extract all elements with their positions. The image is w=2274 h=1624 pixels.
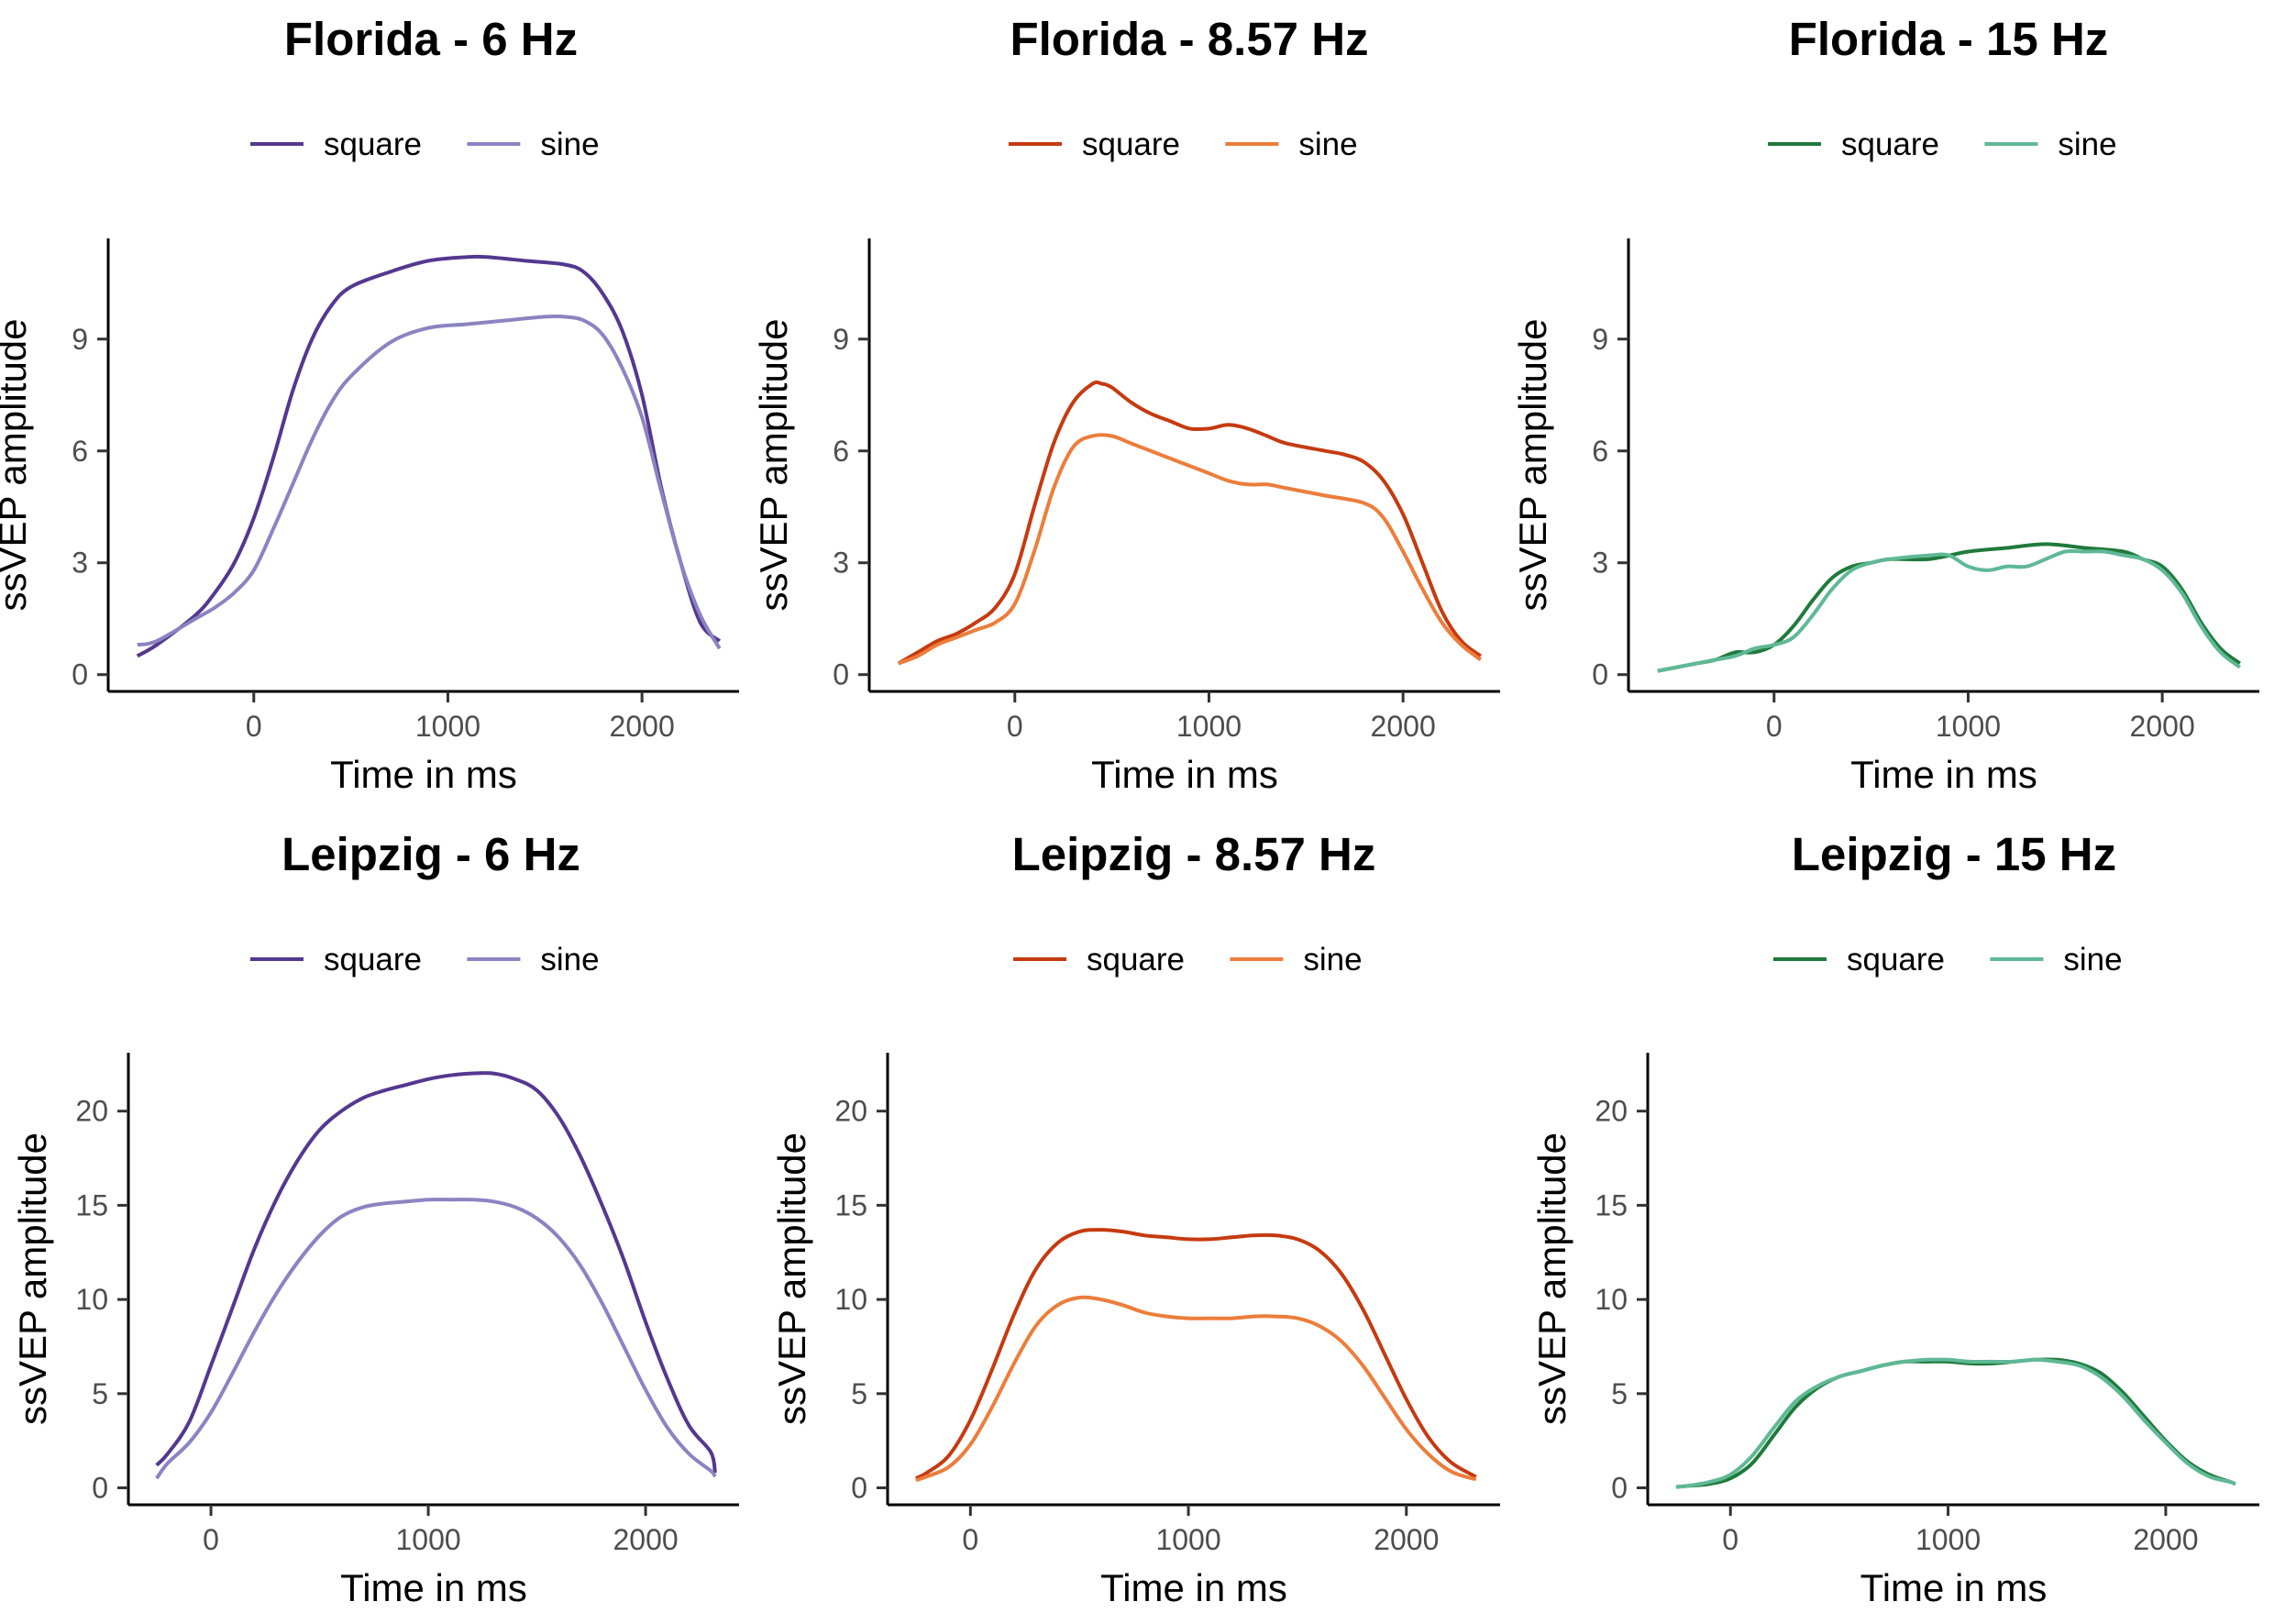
y-tick-label: 0 [851, 1472, 867, 1505]
series-line-sine [915, 1295, 1477, 1483]
y-tick-label: 15 [834, 1188, 867, 1221]
x-axis-title: Time in ms [340, 1566, 527, 1609]
panel-3: Florida - 15 Hz square sine 0 1000 2000 0 3 6 9 Ti… [1511, 13, 2259, 796]
panel-title: Leipzig - 15 Hz [1792, 828, 2116, 880]
panel-2: Florida - 8.57 Hz square sine 0 1000 2000 0 3 6 9… [752, 13, 1500, 796]
legend: square sine [250, 942, 600, 978]
x-axis-title: Time in ms [1850, 753, 2037, 796]
x-tick-label: 0 [962, 1523, 978, 1556]
y-axis-title: ssVEP amplitude [11, 1132, 54, 1425]
legend: square sine [1768, 127, 2117, 162]
legend: square sine [1013, 942, 1363, 978]
series-line-square [155, 1071, 717, 1474]
y-tick-label: 20 [1595, 1095, 1628, 1128]
y-tick-label: 20 [75, 1095, 108, 1128]
legend-label-sine: sine [540, 942, 599, 978]
y-tick-label: 3 [72, 547, 88, 580]
y-tick-label: 9 [1592, 323, 1608, 356]
legend-label-sine: sine [2063, 942, 2122, 978]
y-tick-label: 6 [833, 435, 849, 468]
y-axis-title: ssVEP amplitude [752, 318, 795, 611]
y-tick-label: 3 [1592, 547, 1608, 580]
x-tick-label: 2000 [1371, 710, 1436, 743]
y-tick-label: 20 [834, 1095, 867, 1128]
legend-label-square: square [1082, 127, 1180, 162]
y-tick-label: 0 [1611, 1472, 1628, 1505]
series-line-square [136, 254, 722, 658]
panel-4: Leipzig - 6 Hz square sine 0 1000 2000 0 5 10 15 2… [11, 828, 739, 1609]
series-line-sine [137, 314, 722, 650]
x-tick-label: 1000 [395, 1523, 460, 1556]
panel-1: Florida - 6 Hz square sine 0 1000 2000 0 3 6 9 Tim… [0, 13, 739, 796]
x-tick-label: 2000 [610, 710, 675, 743]
legend: square sine [1773, 942, 2123, 978]
series-line-square [1675, 1357, 2236, 1489]
series-line-sine [1657, 548, 2242, 673]
x-tick-label: 0 [246, 710, 262, 743]
legend: square sine [1009, 127, 1358, 162]
x-tick-label: 0 [203, 1523, 219, 1556]
y-tick-label: 15 [1595, 1188, 1628, 1221]
x-tick-label: 0 [1766, 710, 1783, 743]
legend-label-square: square [1847, 942, 1945, 978]
y-tick-label: 10 [834, 1283, 867, 1316]
legend-label-sine: sine [2058, 127, 2116, 162]
panel-6: Leipzig - 15 Hz square sine 0 1000 2000 0 5 10 15… [1530, 828, 2259, 1609]
legend-label-square: square [324, 127, 422, 162]
panel-title: Florida - 6 Hz [284, 13, 578, 65]
x-tick-label: 0 [1722, 1523, 1739, 1556]
y-axis-title: ssVEP amplitude [0, 318, 34, 611]
panel-title: Leipzig - 6 Hz [281, 828, 580, 880]
legend-label-square: square [324, 942, 422, 978]
series-line-square [915, 1228, 1477, 1481]
panel-5: Leipzig - 8.57 Hz square sine 0 1000 2000 0 5 10… [770, 828, 1500, 1609]
legend-label-sine: sine [1298, 127, 1357, 162]
legend-label-sine: sine [540, 127, 599, 162]
series-line-square [897, 380, 1483, 666]
y-tick-label: 9 [833, 323, 849, 356]
legend-label-sine: sine [1303, 942, 1362, 978]
x-tick-label: 0 [1007, 710, 1023, 743]
legend: square sine [250, 127, 600, 162]
y-tick-label: 0 [833, 658, 849, 691]
panel-title: Florida - 8.57 Hz [1010, 13, 1368, 65]
series-line-sine [155, 1198, 717, 1480]
series-line-sine [898, 433, 1483, 666]
panel-title: Florida - 15 Hz [1789, 13, 2109, 65]
y-tick-label: 0 [92, 1472, 108, 1505]
y-tick-label: 5 [851, 1377, 867, 1410]
legend-label-square: square [1087, 942, 1185, 978]
x-axis-title: Time in ms [1100, 1566, 1287, 1609]
x-tick-label: 2000 [2133, 1523, 2198, 1556]
x-axis-title: Time in ms [1091, 753, 1278, 796]
x-tick-label: 1000 [1936, 710, 2001, 743]
x-tick-label: 1000 [1155, 1523, 1220, 1556]
y-tick-label: 10 [75, 1283, 108, 1316]
x-tick-label: 1000 [1915, 1523, 1981, 1556]
y-tick-label: 15 [75, 1188, 108, 1221]
x-axis-title: Time in ms [330, 753, 517, 796]
x-tick-label: 1000 [415, 710, 480, 743]
y-axis-title: ssVEP amplitude [1530, 1132, 1573, 1425]
legend-label-square: square [1841, 127, 1939, 162]
y-axis-title: ssVEP amplitude [770, 1132, 813, 1425]
y-tick-label: 10 [1595, 1283, 1628, 1316]
x-axis-title: Time in ms [1860, 1566, 2048, 1609]
y-tick-label: 5 [92, 1377, 108, 1410]
y-tick-label: 6 [72, 435, 88, 468]
y-tick-label: 9 [72, 323, 88, 356]
series-line-sine [1675, 1357, 2236, 1489]
x-tick-label: 1000 [1176, 710, 1242, 743]
y-tick-label: 0 [72, 658, 88, 691]
x-tick-label: 2000 [613, 1523, 678, 1556]
y-tick-label: 3 [833, 547, 849, 580]
x-tick-label: 2000 [2130, 710, 2195, 743]
x-tick-label: 2000 [1374, 1523, 1439, 1556]
y-tick-label: 0 [1592, 658, 1608, 691]
panel-title: Leipzig - 8.57 Hz [1012, 828, 1376, 880]
y-tick-label: 5 [1611, 1377, 1628, 1410]
y-axis-title: ssVEP amplitude [1511, 318, 1554, 611]
y-tick-label: 6 [1592, 435, 1608, 468]
